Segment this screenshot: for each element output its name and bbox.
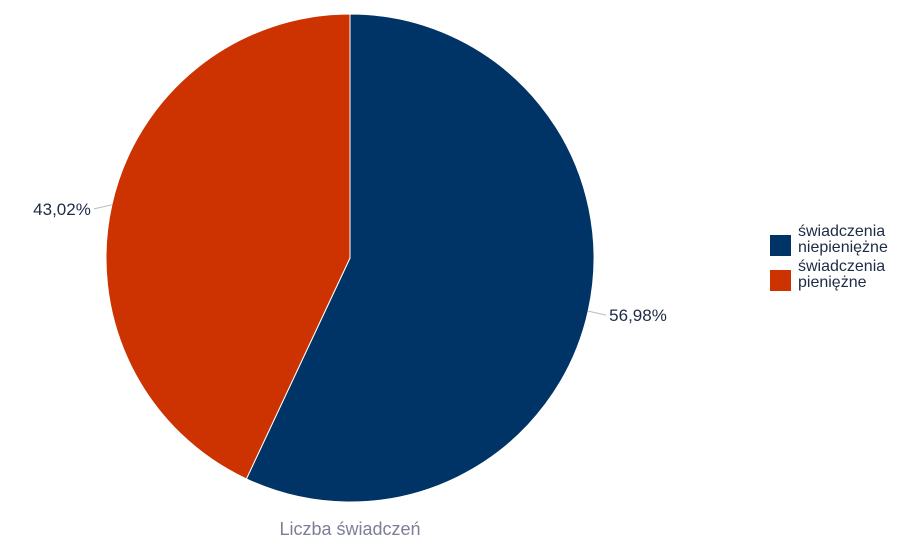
legend-label-line2: pieniężne (798, 274, 867, 291)
legend-swatch-niepieniezne (770, 235, 791, 256)
label-connector-1 (93, 204, 112, 210)
data-label-0: 56,98% (609, 306, 667, 325)
legend: świadczenia niepieniężne świadczenia pie… (770, 224, 920, 294)
legend-label-line1: świadczenia (798, 223, 886, 240)
data-label-1: 43,02% (33, 200, 91, 219)
chart-subtitle: Liczba świadczeń (279, 519, 421, 539)
pie-slice-0[interactable] (245, 13, 595, 503)
pie-slice-1[interactable] (105, 13, 351, 480)
legend-label-line2: niepieniężne (798, 239, 888, 256)
legend-label-line1: świadczenia (798, 258, 886, 275)
label-connector-0 (588, 310, 607, 316)
legend-item-niepieniezne[interactable]: świadczenia niepieniężne (770, 224, 920, 256)
legend-item-pieniezne[interactable]: świadczenia pieniężne (770, 259, 920, 291)
legend-swatch-pieniezne (770, 270, 791, 291)
